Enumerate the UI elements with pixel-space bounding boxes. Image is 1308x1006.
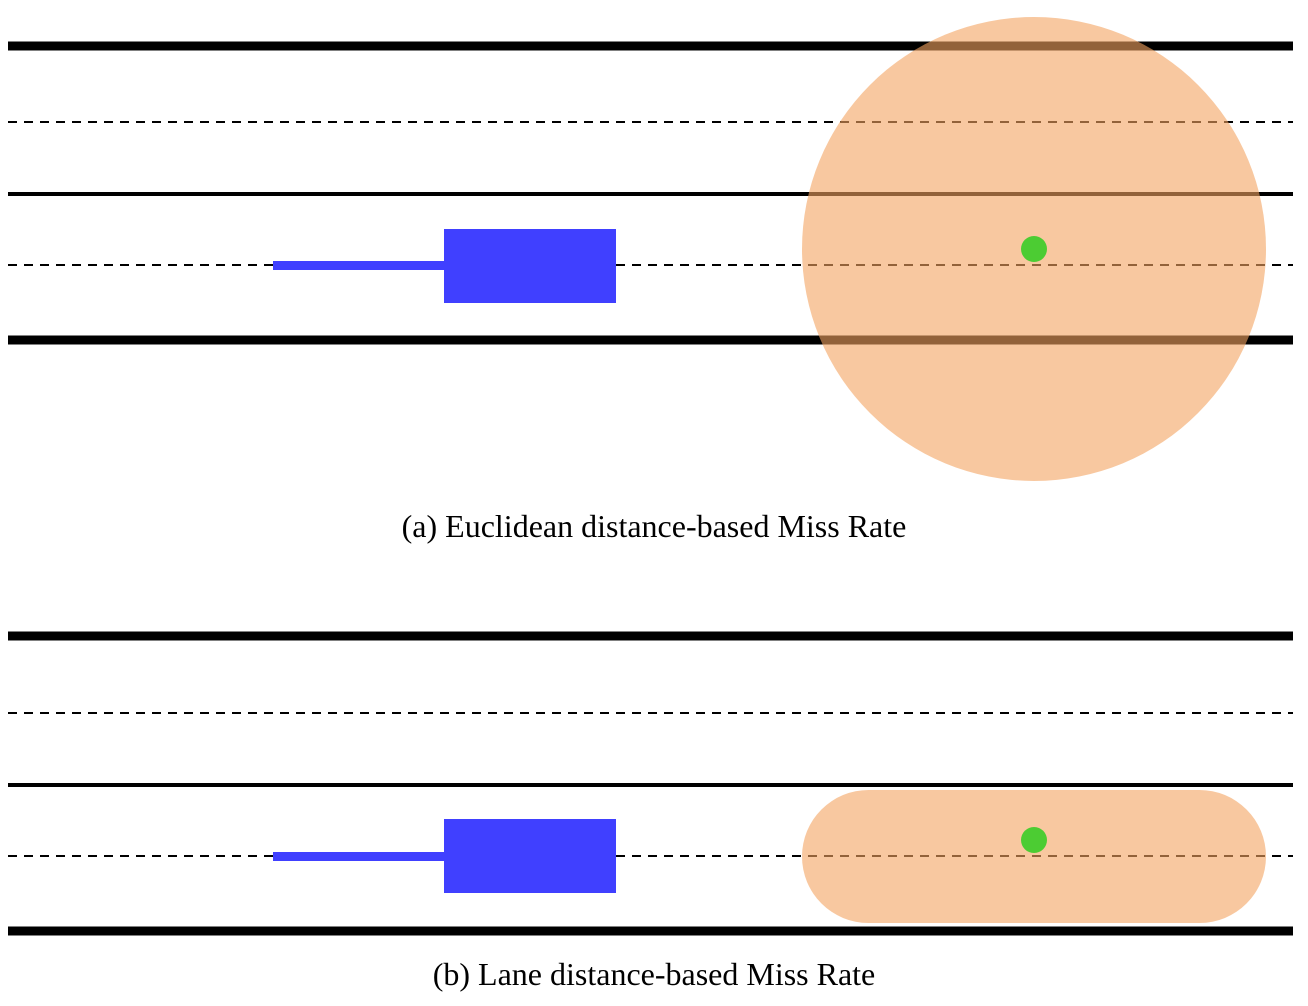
caption-lane: (b) Lane distance-based Miss Rate (432, 956, 876, 992)
vehicle (444, 819, 616, 893)
ground-truth-goal-point (1021, 827, 1047, 853)
caption-euclidean: (a) Euclidean distance-based Miss Rate (401, 508, 907, 544)
euclidean-diagram (8, 17, 1293, 481)
panel-euclidean (0, 0, 1308, 500)
vehicle (444, 229, 616, 303)
vehicle-history-trail (273, 261, 446, 270)
ground-truth-goal-point (1021, 236, 1047, 262)
miss-region-lane-capsule (802, 790, 1266, 923)
panel-lane (0, 590, 1308, 940)
vehicle-history-trail (273, 852, 446, 861)
lane-diagram (8, 631, 1293, 936)
